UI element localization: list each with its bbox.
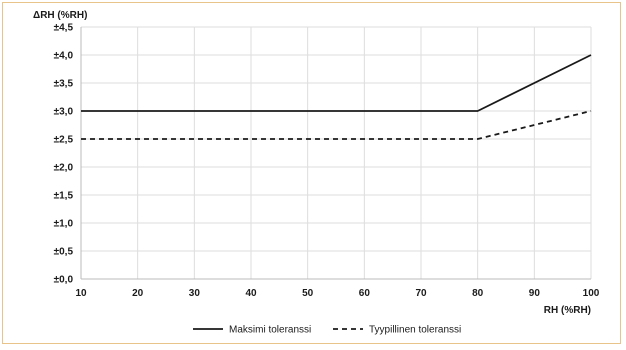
x-tick-label: 10 bbox=[75, 288, 87, 299]
x-tick-label: 60 bbox=[359, 288, 371, 299]
y-tick-label: ±2,5 bbox=[54, 135, 74, 146]
y-tick-label: ±2,0 bbox=[54, 163, 74, 174]
legend-label: Maksimi toleranssi bbox=[229, 325, 311, 336]
y-tick-label: ±4,0 bbox=[54, 51, 74, 62]
x-tick-label: 30 bbox=[189, 288, 201, 299]
y-tick-label: ±3,5 bbox=[54, 79, 74, 90]
chart-frame: ±0,0 ±0,5 ±1,0 ±1,5 ±2,0 ±2,5 ±3,0 ±3,5 ±4,0 ±4,5… bbox=[2, 2, 621, 344]
x-tick-label: 90 bbox=[529, 288, 541, 299]
axes bbox=[80, 27, 591, 280]
x-tick-label: 20 bbox=[132, 288, 144, 299]
x-tick-label: 40 bbox=[245, 288, 257, 299]
chart-labels: ±0,0 ±0,5 ±1,0 ±1,5 ±2,0 ±2,5 ±3,0 ±3,5 ±4,0 ±4,5… bbox=[33, 10, 600, 316]
grid-lines bbox=[81, 26, 592, 279]
y-tick-label: ±0,0 bbox=[54, 275, 74, 286]
series-line-maximum bbox=[81, 54, 592, 112]
x-tick-label: 50 bbox=[302, 288, 314, 299]
series-line-typical bbox=[81, 110, 592, 140]
y-axis-label: ΔRH (%RH) bbox=[33, 10, 87, 21]
x-tick-label: 100 bbox=[583, 288, 600, 299]
y-tick-label: ±3,0 bbox=[54, 107, 74, 118]
y-tick-label: ±4,5 bbox=[54, 23, 74, 34]
legend-label: Tyypillinen toleranssi bbox=[369, 325, 461, 336]
y-tick-label: ±1,0 bbox=[54, 219, 74, 230]
chart-svg: ±0,0 ±0,5 ±1,0 ±1,5 ±2,0 ±2,5 ±3,0 ±3,5 ±4,0 ±4,5… bbox=[33, 10, 600, 336]
y-tick-label: ±0,5 bbox=[54, 247, 74, 258]
legend: Maksimi toleranssi Tyypillinen toleranssi bbox=[193, 325, 461, 336]
x-tick-label: 80 bbox=[472, 288, 484, 299]
data-series bbox=[81, 54, 592, 140]
y-tick-label: ±1,5 bbox=[54, 191, 74, 202]
x-tick-label: 70 bbox=[415, 288, 427, 299]
x-axis-label: RH (%RH) bbox=[544, 305, 591, 316]
